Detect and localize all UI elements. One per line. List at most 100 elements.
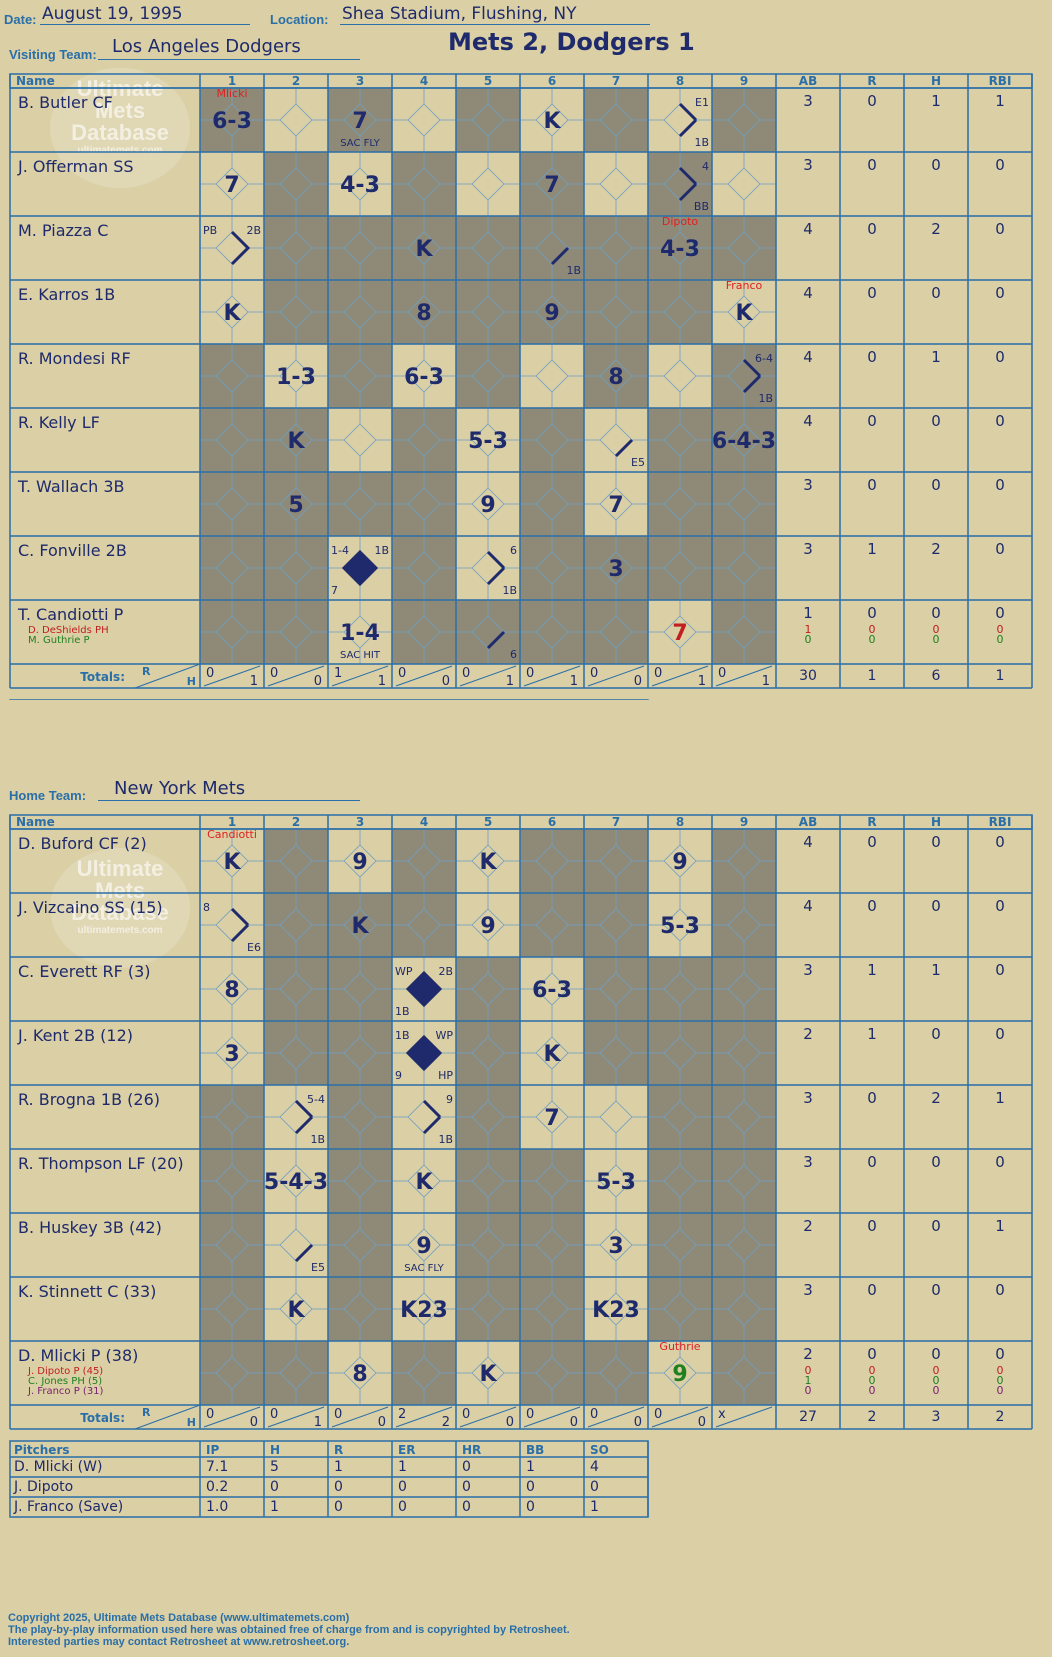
- pitching-stat-header: SO: [590, 1443, 609, 1457]
- inning-header: 2: [292, 815, 300, 829]
- team-stat-total: 2: [996, 1409, 1005, 1425]
- date-label: Date:: [4, 12, 37, 27]
- player-stat: 0: [995, 604, 1005, 622]
- shaded-cell: [392, 829, 456, 893]
- basepath-mark: [230, 230, 251, 266]
- substitute-name: J. Franco P (31): [27, 1386, 104, 1397]
- shaded-cell: [200, 1085, 264, 1149]
- pitching-change: Candiotti: [207, 828, 257, 841]
- play-result: 8: [352, 1362, 367, 1387]
- home-team-label: Home Team:: [9, 788, 87, 803]
- play-result: 7: [224, 173, 239, 198]
- play-result: K: [223, 301, 241, 326]
- inning-header: 5: [484, 74, 492, 88]
- shaded-cell: [200, 1277, 264, 1341]
- player-stat: 0: [995, 348, 1005, 366]
- player-stat: 3: [803, 476, 813, 494]
- substitute-stat: 0: [997, 623, 1004, 636]
- play-result: 5-3: [468, 429, 508, 454]
- inning-header: 3: [356, 74, 364, 88]
- inning-header: 8: [676, 815, 684, 829]
- substitute-stat: 0: [933, 1384, 940, 1397]
- play-result: K: [223, 850, 241, 875]
- shaded-cell: [200, 1213, 264, 1277]
- play-note: E5: [311, 1261, 325, 1274]
- player-stat: 0: [867, 1217, 877, 1235]
- pitching-stat: 0.2: [206, 1479, 228, 1495]
- play-result: K: [735, 301, 753, 326]
- inning-hits-total: 1: [570, 674, 578, 689]
- inning-hits-total: 0: [378, 1415, 386, 1430]
- player-stat: 0: [995, 540, 1005, 558]
- player-stat: 1: [867, 961, 877, 979]
- play-result: 3: [224, 1042, 239, 1067]
- game-date: August 19, 1995: [42, 4, 183, 24]
- player-stat: 0: [867, 1089, 877, 1107]
- player-stat: 3: [803, 156, 813, 174]
- pitching-stat: 0: [462, 1479, 471, 1495]
- shaded-cell: [456, 1213, 520, 1277]
- player-stat: 0: [931, 1217, 941, 1235]
- play-note: 1B: [566, 264, 581, 277]
- player-stat: 0: [867, 1281, 877, 1299]
- play-result: K: [287, 1298, 305, 1323]
- inning-header: 7: [612, 815, 620, 829]
- pitching-stat-header: ER: [398, 1443, 415, 1457]
- shaded-cell: [392, 893, 456, 957]
- shaded-cell: [584, 829, 648, 893]
- shaded-cell: [520, 1149, 584, 1213]
- substitute-stat: 0: [933, 633, 940, 646]
- inning-runs-total: 0: [590, 1407, 598, 1422]
- inning-hits-total: 0: [570, 1415, 578, 1430]
- player-stat: 4: [803, 897, 813, 915]
- player-stat: 0: [867, 348, 877, 366]
- play-note: 2B: [246, 224, 261, 237]
- player-name: E. Karros 1B: [18, 285, 115, 304]
- inning-runs-total: 1: [334, 666, 342, 681]
- player-name: R. Kelly LF: [18, 413, 100, 432]
- player-stat: 0: [995, 1153, 1005, 1171]
- home-team-name: New York Mets: [114, 778, 246, 799]
- basepath-mark: [486, 566, 506, 586]
- inning-header: 3: [356, 815, 364, 829]
- stat-header: AB: [799, 815, 817, 829]
- player-stat: 0: [867, 412, 877, 430]
- player-stat: 0: [931, 833, 941, 851]
- pitching-stat: 0: [526, 1479, 535, 1495]
- play-result: K23: [400, 1298, 448, 1323]
- basepath-mark: [678, 102, 698, 122]
- player-stat: 4: [803, 412, 813, 430]
- pitching-stat: 1.0: [206, 1499, 228, 1515]
- hits-label: H: [187, 675, 196, 688]
- inning-header: 9: [740, 74, 748, 88]
- player-stat: 0: [867, 156, 877, 174]
- pitching-stat-header: IP: [206, 1443, 219, 1457]
- player-stat: 0: [931, 476, 941, 494]
- player-stat: 2: [931, 1089, 941, 1107]
- pitching-stat: 0: [462, 1499, 471, 1515]
- shaded-cell: [328, 1277, 392, 1341]
- play-result: 8: [224, 978, 239, 1003]
- player-stat: 0: [995, 961, 1005, 979]
- play-note: 1B: [694, 136, 709, 149]
- play-note: 7: [331, 584, 338, 597]
- play-note: BB: [694, 200, 709, 213]
- play-note: E6: [247, 941, 261, 954]
- shaded-cell: [328, 1021, 392, 1085]
- player-stat: 1: [931, 348, 941, 366]
- basepath-mark: [294, 1115, 314, 1135]
- substitute-stat: 0: [805, 1364, 812, 1377]
- play-result: K: [479, 1362, 497, 1387]
- inning-runs-total: 0: [334, 1407, 342, 1422]
- player-stat: 3: [803, 1089, 813, 1107]
- play-note: SAC HIT: [340, 650, 381, 661]
- substitute-stat: 0: [869, 1364, 876, 1377]
- basepath-mark: [550, 246, 570, 266]
- player-name: B. Huskey 3B (42): [18, 1218, 162, 1237]
- pitcher-name: J. Franco (Save): [13, 1499, 123, 1515]
- inning-runs-total: 2: [398, 1407, 406, 1422]
- pitching-stat: 0: [398, 1479, 407, 1495]
- shaded-cell: [264, 893, 328, 957]
- shaded-cell: [584, 1021, 648, 1085]
